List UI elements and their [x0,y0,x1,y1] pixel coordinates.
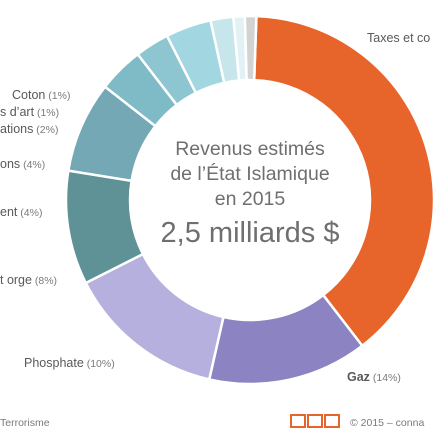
slice-label-5: ent (4%) [0,205,42,219]
slice-label-0: Taxes et co [367,31,430,45]
center-title-line-2: de l’État Islamique [170,162,329,185]
donut-slice-0 [252,14,436,348]
slice-label-10: Coton (1%) [12,88,70,102]
footer-copyright: © 2015 – conna [350,417,424,429]
donut-slices [64,14,436,386]
center-title-line-3: en 2015 [215,188,286,210]
cje-logo [290,414,340,428]
slice-label-7: ons (4%) [0,157,45,171]
slice-label-8: ations (2%) [0,122,58,136]
slice-labels: Taxes et co Gaz (14%) Phosphate (10%) t org… [0,31,430,384]
slice-label-3: Phosphate (10%) [24,356,115,370]
donut-slice-10 [243,14,258,82]
slice-label-1: Gaz (14%) [347,370,401,384]
center-title: Revenus estimés de l’État Islamique en 2… [161,138,340,249]
center-title-line-1: Revenus estimés [175,138,325,160]
center-total: 2,5 milliards $ [161,217,340,249]
slice-label-4: t orge (8%) [0,273,57,287]
slice-label-9: s d’art (1%) [0,105,59,119]
footer-category: Terrorisme [0,417,50,429]
